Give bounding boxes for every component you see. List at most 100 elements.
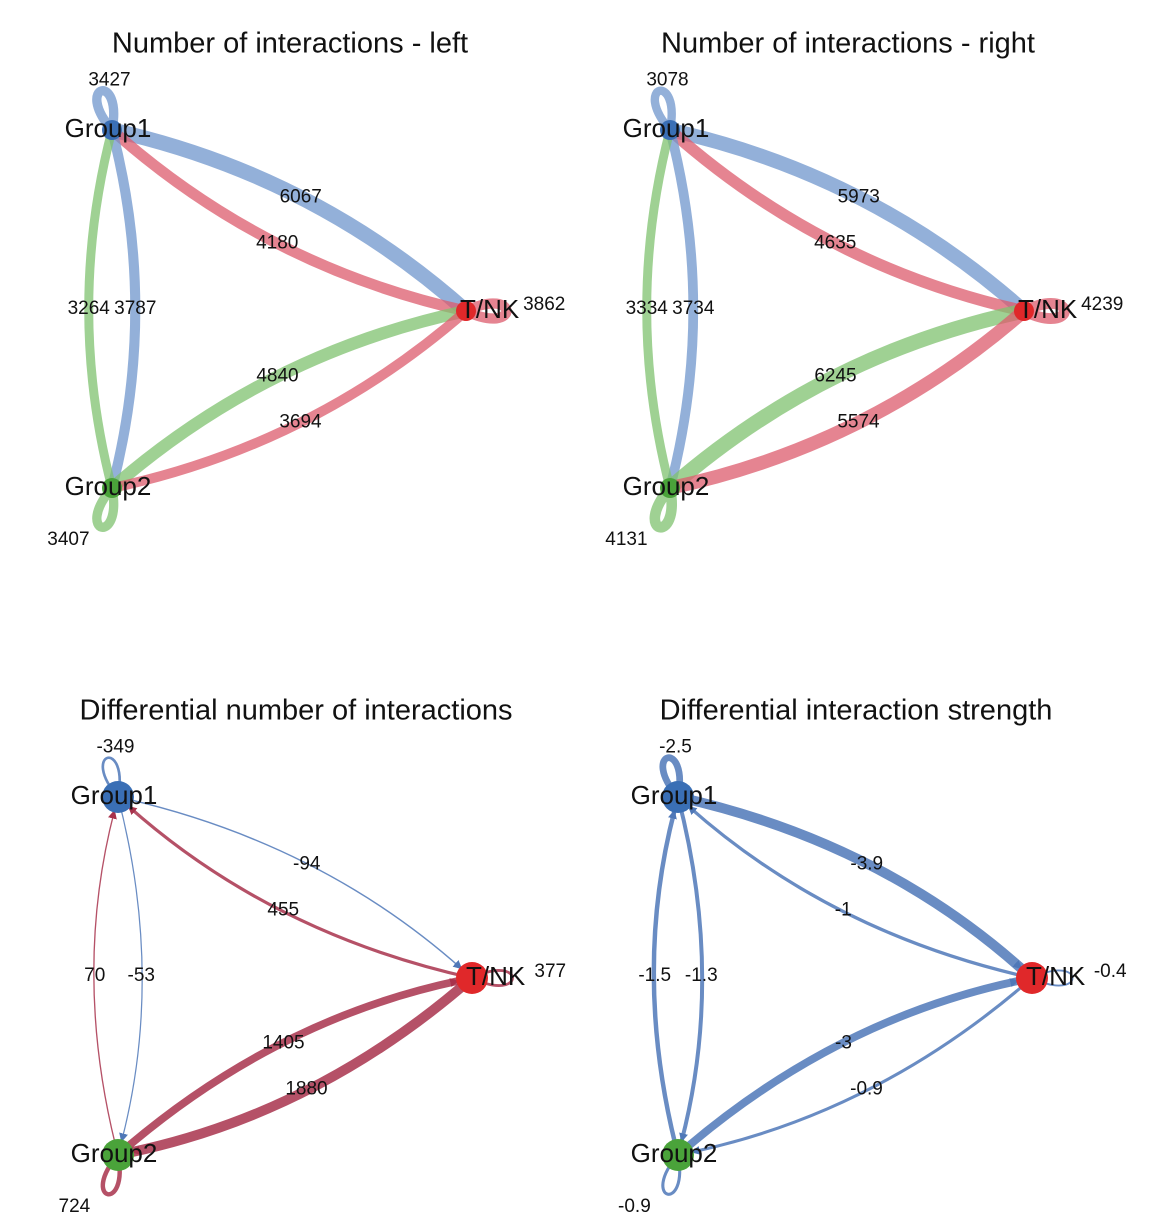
panel-title: Differential number of interactions: [79, 695, 512, 727]
edge-label: 6245: [814, 366, 856, 387]
node-label: Group1: [623, 113, 710, 143]
edge-label: 377: [534, 961, 566, 982]
node-label: T/NK: [460, 294, 520, 324]
edge-label: -1.5: [638, 965, 671, 986]
node: [102, 478, 122, 498]
edge: [100, 1152, 122, 1197]
node-label: T/NK: [466, 961, 526, 991]
edge-label: -94: [293, 854, 321, 875]
edge: [662, 303, 1032, 496]
edge-label: 455: [267, 900, 299, 921]
panel-title: Number of interactions - left: [112, 28, 468, 60]
edge: [659, 754, 684, 801]
network-panel: Number of interactions - right 3078 5973 46…: [605, 28, 1123, 550]
edge: [106, 124, 472, 317]
edge-label: -0.9: [618, 1196, 651, 1217]
edge: [674, 976, 1023, 1159]
edge-label: 3407: [47, 529, 89, 550]
node-label: Group2: [65, 471, 152, 501]
edge: [92, 86, 119, 135]
edge-label: 5574: [837, 412, 880, 433]
edge-label: 3264: [68, 298, 111, 319]
node: [660, 120, 680, 140]
node: [662, 781, 694, 813]
panel-title: Number of interactions - right: [661, 28, 1035, 60]
node: [456, 301, 476, 321]
edges: [642, 86, 1070, 533]
edge-label: -0.9: [850, 1079, 883, 1100]
edge-label: -2.5: [659, 737, 692, 758]
edge: [650, 86, 676, 135]
edge: [690, 976, 1034, 1155]
edge-labels: -2.5 -3.9 -1 -1.3 -1.5 -3 -0.9 -0.4 -0.9: [618, 737, 1127, 1217]
edge-label: 1405: [262, 1033, 304, 1054]
node: [102, 120, 122, 140]
edge-label: 3078: [646, 70, 688, 91]
edge-label: 3787: [114, 298, 156, 319]
edge: [651, 808, 681, 1158]
edge: [661, 1153, 682, 1196]
node-label: Group2: [71, 1138, 158, 1168]
edge: [117, 796, 463, 970]
edge-label: 5973: [838, 187, 880, 208]
edge: [117, 796, 143, 1143]
edge-label: 4131: [605, 529, 647, 550]
edge-label: 3862: [523, 294, 565, 315]
edge-label: -1.3: [685, 965, 718, 986]
edge-label: 3694: [279, 412, 322, 433]
node-label: Group1: [71, 780, 158, 810]
edge: [686, 804, 1034, 980]
edge: [1031, 969, 1074, 987]
edge: [470, 969, 514, 987]
edges: [93, 756, 514, 1197]
edge: [664, 124, 1030, 317]
node-label: Group1: [65, 113, 152, 143]
edge-label: -0.4: [1094, 961, 1127, 982]
edge: [114, 977, 463, 1159]
edge-label: 4840: [256, 366, 298, 387]
panel-title: Differential interaction strength: [660, 695, 1053, 727]
edge: [460, 298, 512, 324]
edge-label: 4239: [1081, 294, 1123, 315]
node-label: Group2: [623, 471, 710, 501]
edge: [126, 973, 477, 1158]
edge: [126, 804, 474, 980]
edge: [642, 125, 675, 493]
node: [1016, 962, 1048, 994]
edge-label: -53: [128, 965, 155, 986]
edge-label: 3334: [626, 298, 669, 319]
edges: [84, 86, 512, 532]
edge-labels: -349 -94 455 -53 70 1405 1880 377 724: [59, 737, 567, 1217]
node: [102, 1139, 134, 1171]
edge-label: 1880: [285, 1079, 327, 1100]
network-panel: Number of interactions - left 3427 6067 418…: [47, 28, 565, 550]
edge: [649, 482, 677, 533]
edge: [107, 306, 471, 493]
node-label: Group1: [631, 780, 718, 810]
node-label: T/NK: [1018, 294, 1078, 324]
edge: [663, 304, 1031, 495]
node: [660, 478, 680, 498]
edge: [101, 756, 124, 799]
network-panel: Differential interaction strength -2.5 -3.…: [618, 695, 1127, 1217]
edge: [665, 125, 699, 493]
edge: [105, 304, 473, 495]
edge: [93, 809, 119, 1156]
edge-label: 3427: [88, 70, 130, 91]
edge-label: -3.9: [850, 854, 883, 875]
node-label: Group2: [631, 1138, 718, 1168]
node: [456, 962, 488, 994]
edge-label: -3: [835, 1033, 852, 1054]
edge: [662, 122, 1032, 319]
edge-label: 6067: [280, 187, 322, 208]
node-label: T/NK: [1026, 961, 1086, 991]
edge: [92, 483, 119, 532]
edge: [106, 124, 141, 494]
edge-label: 4635: [814, 233, 856, 254]
node: [1014, 301, 1034, 321]
network-panel: Differential number of interactions-349-…: [59, 695, 567, 1217]
edge-label: 724: [59, 1196, 91, 1217]
